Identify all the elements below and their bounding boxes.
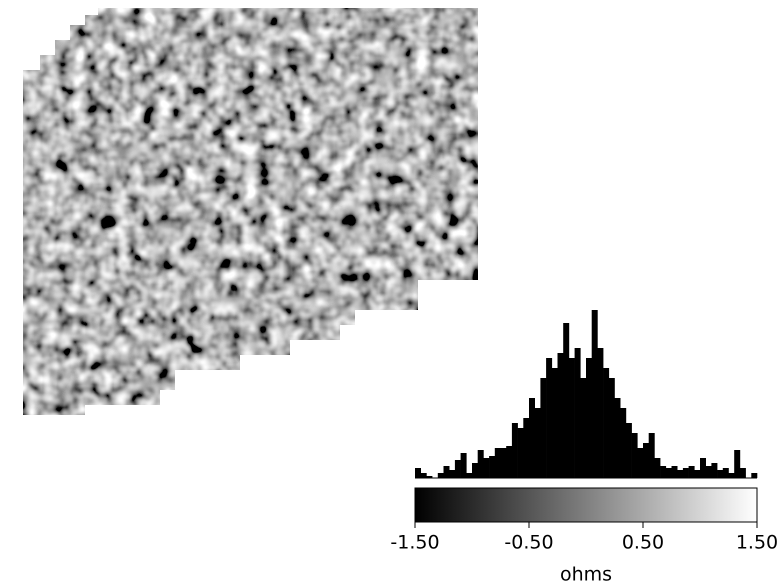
x-tick-label: -0.50	[504, 532, 553, 554]
bar	[477, 450, 484, 478]
x-tick-label: 1.50	[736, 532, 778, 554]
bar	[597, 348, 604, 478]
bar	[654, 458, 661, 478]
survey-texture	[23, 8, 478, 415]
bar	[511, 423, 518, 478]
bar	[449, 470, 456, 478]
bar	[443, 466, 450, 478]
bar	[688, 466, 695, 478]
bar	[517, 428, 524, 478]
bar	[489, 456, 496, 478]
bar	[540, 378, 547, 478]
bar	[705, 466, 712, 478]
bar	[728, 473, 735, 478]
bar	[614, 398, 621, 478]
bar	[437, 473, 444, 478]
bar	[563, 323, 570, 478]
colorbar	[414, 487, 758, 523]
bar	[631, 433, 638, 478]
bar	[739, 468, 746, 478]
bar	[586, 358, 592, 478]
bar	[620, 408, 627, 478]
bar	[717, 470, 724, 478]
bar	[426, 476, 433, 478]
bar	[460, 453, 467, 478]
x-tick-label: 0.50	[622, 532, 664, 554]
bar	[523, 418, 530, 478]
bar	[694, 470, 701, 478]
bar	[700, 458, 706, 478]
bar	[677, 470, 684, 478]
bar	[494, 448, 501, 478]
bar	[682, 468, 689, 478]
histogram	[415, 310, 758, 479]
bar	[534, 408, 541, 478]
bar	[591, 310, 598, 478]
bar	[660, 466, 667, 478]
bar	[415, 468, 421, 478]
bar	[506, 446, 513, 478]
survey-image	[23, 8, 478, 415]
bar	[529, 398, 535, 478]
bar	[454, 460, 461, 478]
bar	[625, 423, 632, 478]
x-axis-label: ohms	[560, 564, 612, 586]
bar	[574, 348, 581, 478]
bar	[751, 473, 758, 478]
bar	[546, 358, 553, 478]
bar	[551, 368, 558, 478]
bar	[557, 353, 564, 478]
bar	[608, 378, 615, 478]
bar	[472, 463, 478, 478]
bar	[500, 448, 507, 478]
bar	[580, 378, 587, 478]
bar	[568, 358, 575, 478]
bar	[648, 433, 655, 478]
bar	[483, 458, 490, 478]
bar	[734, 450, 741, 478]
bar	[466, 473, 473, 478]
bar	[671, 466, 678, 478]
bar	[722, 468, 729, 478]
bar	[637, 448, 644, 478]
bar	[603, 368, 610, 478]
bar	[665, 468, 672, 478]
bar	[420, 473, 427, 478]
bar	[711, 463, 718, 478]
x-tick-label: -1.50	[390, 532, 439, 554]
bar	[643, 443, 649, 478]
